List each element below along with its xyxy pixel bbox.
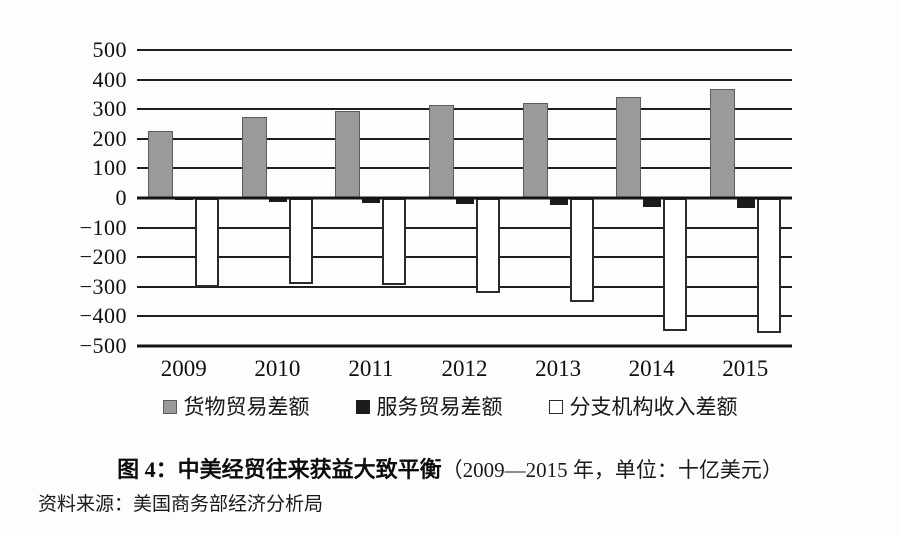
bar-goods-2015 — [709, 89, 735, 198]
y-tick-label-0: 0 — [115, 185, 127, 210]
legend-swatch-2 — [548, 400, 563, 414]
bar-branch-income-2009 — [195, 198, 220, 287]
bar-branch-income-2010 — [288, 198, 313, 284]
bar-branch-income-2014 — [663, 198, 688, 332]
bar-branch-income-2013 — [569, 198, 594, 302]
legend: 货物贸易差额 服务贸易差额 分支机构收入差额 — [0, 394, 900, 420]
figure-caption: 图 4：中美经贸往来获益大致平衡（2009—2015 年，单位：十亿美元） — [0, 452, 900, 484]
plot-area: 500 400 300 200 100 0 −100 −200 −300 −400 −500 — [80, 39, 792, 357]
x-tick-label-2013: 2013 — [535, 356, 582, 381]
bar-goods-2012 — [429, 104, 454, 198]
x-axis: 2009 2010 2011 2012 2013 2014 2015 — [137, 356, 792, 384]
x-tick-label-2015: 2015 — [722, 356, 769, 381]
y-tick-label--500: −500 — [79, 333, 127, 358]
legend-swatch-0 — [162, 400, 177, 414]
gridline-200 — [137, 137, 792, 140]
x-tick-label-2014: 2014 — [628, 356, 675, 381]
y-tick-label-400: 400 — [92, 66, 127, 92]
legend-item-branch-income: 分支机构收入差额 — [548, 394, 738, 420]
bar-branch-income-2015 — [756, 198, 781, 333]
source-note: 资料来源：美国商务部经济分析局 — [38, 494, 324, 515]
bar-branch-income-2011 — [382, 198, 407, 286]
y-tick-label--200: −200 — [79, 244, 127, 270]
gridline-500 — [137, 49, 792, 51]
gridline--500 — [137, 344, 792, 348]
gridline--300 — [137, 285, 792, 288]
gridline-0 — [137, 196, 792, 200]
bar-goods-2009 — [148, 130, 174, 198]
gridline-100 — [137, 167, 792, 170]
figure-caption-paren: （2009—2015 年，单位：十亿美元） — [441, 458, 783, 482]
legend-item-goods: 货物贸易差额 — [162, 394, 310, 420]
legend-label-branch-income: 分支机构收入差额 — [569, 395, 738, 419]
gridline--400 — [137, 315, 792, 318]
bar-goods-2013 — [522, 102, 548, 198]
x-tick-label-2011: 2011 — [348, 356, 394, 381]
legend-swatch-1 — [355, 400, 370, 414]
y-tick-label--100: −100 — [79, 214, 127, 240]
y-tick-label--400: −400 — [79, 303, 127, 329]
bar-goods-2011 — [335, 110, 361, 198]
legend-label-goods: 货物贸易差额 — [183, 395, 310, 419]
y-tick-label-200: 200 — [92, 125, 127, 151]
bar-goods-2014 — [616, 96, 642, 198]
gridline-400 — [137, 78, 792, 81]
bar-branch-income-2012 — [476, 198, 500, 293]
y-tick-label-300: 300 — [92, 96, 127, 122]
gridline--100 — [137, 226, 792, 229]
gridline--200 — [137, 256, 792, 259]
x-tick-label-2009: 2009 — [160, 356, 207, 381]
x-tick-label-2010: 2010 — [254, 356, 301, 381]
y-tick-label-500: 500 — [92, 37, 127, 62]
y-tick-label--300: −300 — [79, 273, 127, 299]
figure-caption-main: 图 4：中美经贸往来获益大致平衡 — [117, 457, 442, 482]
bar-services-2015 — [736, 198, 755, 209]
y-tick-label-100: 100 — [92, 155, 127, 181]
legend-label-services: 服务贸易差额 — [376, 395, 503, 419]
legend-item-services: 服务贸易差额 — [355, 394, 503, 420]
x-tick-label-2012: 2012 — [441, 356, 488, 381]
bar-goods-2010 — [241, 117, 267, 198]
gridline-300 — [137, 108, 792, 111]
